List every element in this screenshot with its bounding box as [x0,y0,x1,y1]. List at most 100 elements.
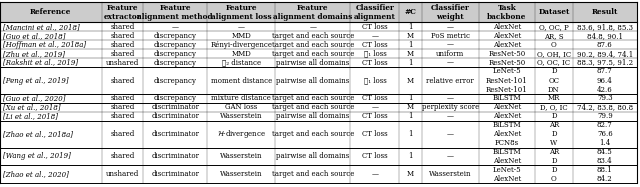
Text: Rényi-divergence: Rényi-divergence [210,41,272,49]
Bar [0,22,637,31]
Text: —: — [447,94,454,102]
Text: Reference: Reference [30,8,72,16]
Text: 87.7
96.4
42.6: 87.7 96.4 42.6 [597,67,612,94]
Text: M: M [407,170,414,178]
Text: 1: 1 [408,94,413,102]
Text: shared: shared [110,32,134,40]
Text: AlexNet: AlexNet [493,32,521,40]
Text: uniform: uniform [436,50,465,58]
Text: target and each source: target and each source [271,170,354,178]
Text: target and each source: target and each source [271,130,354,138]
Text: Dataset: Dataset [538,8,570,16]
Text: discrepancy: discrepancy [154,94,196,102]
Text: MMD: MMD [231,32,251,40]
Text: [Li et al., 2018]: [Li et al., 2018] [3,112,58,120]
Text: AlexNet: AlexNet [493,23,521,31]
Text: —: — [447,152,454,160]
Text: AlexNet: AlexNet [493,41,521,49]
Text: discriminator: discriminator [151,103,199,111]
Text: PoS metric: PoS metric [431,32,470,40]
Text: 84.8, 90.1: 84.8, 90.1 [587,32,623,40]
Text: target and each source: target and each source [271,94,354,102]
Text: Feature
alignment loss: Feature alignment loss [211,4,271,21]
Text: D, O, IC: D, O, IC [540,103,568,111]
Text: —: — [447,130,454,138]
Text: target and each source: target and each source [271,50,354,58]
Text: [Peng et al., 2019]: [Peng et al., 2019] [3,76,68,85]
Text: discrepancy: discrepancy [154,41,196,49]
Text: —: — [447,41,454,49]
Text: relative error: relative error [426,76,474,85]
Text: [Zhao et al., 2018a]: [Zhao et al., 2018a] [3,130,72,138]
Text: ℓ₁ loss: ℓ₁ loss [364,76,387,85]
Text: Wasserstein: Wasserstein [220,170,262,178]
Text: LeNet-5
ResNet-101
ResNet-101: LeNet-5 ResNet-101 ResNet-101 [486,67,528,94]
Text: AR
D
W: AR D W [548,121,559,147]
Text: —: — [447,59,454,67]
Text: moment distance: moment distance [211,76,272,85]
Text: 1: 1 [408,130,413,138]
Text: shared: shared [110,152,134,160]
Text: O, OH, IC: O, OH, IC [537,50,571,58]
Text: M: M [407,103,414,111]
Text: pairwise all domains: pairwise all domains [276,76,349,85]
Text: —: — [371,103,378,111]
Text: [Guo et al., 2020]: [Guo et al., 2020] [3,94,65,102]
Text: BiLSTM: BiLSTM [493,94,521,102]
Bar [0,58,637,67]
Text: 1: 1 [408,41,413,49]
Text: MMD: MMD [231,50,251,58]
Text: D
O: D O [551,166,557,183]
Text: —: — [371,170,378,178]
Bar [0,31,637,40]
Bar [0,2,637,22]
Text: Wasserstein: Wasserstein [220,152,262,160]
Text: shared: shared [110,23,134,31]
Text: AR, S: AR, S [544,32,564,40]
Text: CT loss: CT loss [362,41,388,49]
Text: M: M [407,76,414,85]
Text: discriminator: discriminator [151,170,199,178]
Text: target and each source: target and each source [271,41,354,49]
Text: [Wang et al., 2019]: [Wang et al., 2019] [3,152,70,160]
Text: [Zhu et al., 2019]: [Zhu et al., 2019] [3,50,65,58]
Text: 1: 1 [408,152,413,160]
Text: [Hoffman et al., 2018a]: [Hoffman et al., 2018a] [3,41,86,49]
Text: 87.6: 87.6 [597,41,612,49]
Text: mixture distance: mixture distance [211,94,271,102]
Text: shared: shared [110,112,134,120]
Text: CT loss: CT loss [362,23,388,31]
Text: shared: shared [110,50,134,58]
Text: 79.9: 79.9 [597,112,612,120]
Bar [0,49,637,58]
Text: 84.5
83.4: 84.5 83.4 [597,148,612,165]
Text: Task
backbone: Task backbone [487,4,527,21]
Text: 82.7
76.6
1.4: 82.7 76.6 1.4 [597,121,612,147]
Text: Wasserstein: Wasserstein [220,112,262,120]
Text: discrepancy: discrepancy [154,76,196,85]
Text: AlexNet: AlexNet [493,112,521,120]
Text: target and each source: target and each source [271,103,354,111]
Text: M: M [407,50,414,58]
Text: ResNet-50: ResNet-50 [488,50,525,58]
Text: O: O [551,41,557,49]
Text: 90.2, 89.4, 74.1: 90.2, 89.4, 74.1 [577,50,633,58]
Bar [0,94,637,103]
Text: discriminator: discriminator [151,112,199,120]
Text: CT loss: CT loss [362,112,388,120]
Text: 1: 1 [408,112,413,120]
Bar [0,112,637,121]
Text: $\mathcal{H}$-divergence: $\mathcal{H}$-divergence [216,128,266,140]
Text: pairwise all domains: pairwise all domains [276,112,349,120]
Text: Result: Result [591,8,618,16]
Text: shared: shared [110,94,134,102]
Text: Feature
alignment domains: Feature alignment domains [273,4,353,21]
Text: 88.1
84.2: 88.1 84.2 [597,166,612,183]
Text: CT loss: CT loss [362,94,388,102]
Text: MR: MR [548,94,560,102]
Text: —: — [172,23,179,31]
Text: D: D [551,112,557,120]
Text: GAN loss: GAN loss [225,103,257,111]
Text: —: — [237,23,244,31]
Bar [0,67,637,94]
